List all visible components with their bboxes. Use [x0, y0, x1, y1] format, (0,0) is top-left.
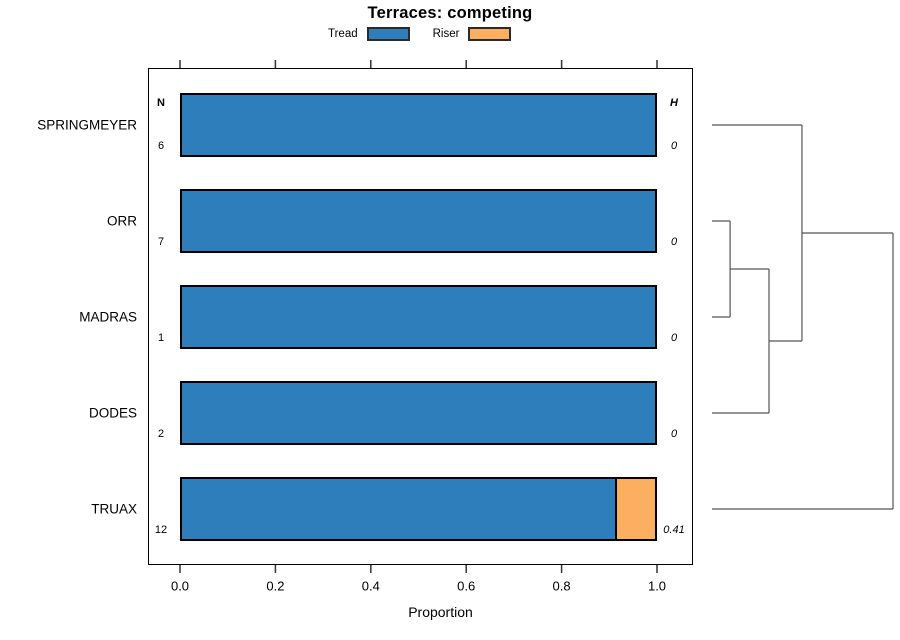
bar-row [180, 381, 657, 445]
n-column-header: N [157, 97, 165, 109]
category-label: TRUAX [91, 501, 137, 517]
h-value: 0 [670, 140, 678, 152]
tread-segment [180, 285, 657, 349]
tread-swatch [366, 27, 410, 41]
bar-row [180, 477, 657, 541]
h-value: 0 [670, 428, 678, 440]
h-value: 0 [670, 236, 678, 248]
x-axis-tick-label: 0.6 [457, 578, 476, 594]
tread-segment [180, 189, 657, 253]
x-axis-tick-label: 1.0 [647, 578, 667, 594]
x-axis-tick-label: 0.0 [170, 578, 190, 594]
n-value: 7 [157, 236, 165, 248]
bar-row [180, 189, 657, 253]
tread-segment [180, 381, 657, 445]
tread-segment [180, 93, 657, 157]
tread-segment [180, 477, 617, 541]
n-value: 2 [157, 428, 165, 440]
category-label: SPRINGMEYER [37, 117, 137, 133]
h-value: 0 [670, 332, 678, 344]
legend: Tread Riser [328, 25, 512, 43]
bar-row [180, 285, 657, 349]
legend-label-tread: Tread [328, 28, 358, 40]
legend-label-riser: Riser [432, 28, 460, 40]
riser-swatch [468, 27, 512, 41]
x-axis-tick-label: 0.8 [552, 578, 571, 594]
x-axis-label: Proportion [408, 604, 473, 620]
bar-row [180, 93, 657, 157]
plot-area [148, 68, 693, 565]
n-value: 12 [154, 524, 168, 536]
chart-title: Terraces: competing [367, 4, 533, 22]
h-column-header: H [670, 97, 678, 109]
x-axis-tick-label: 0.4 [361, 578, 380, 594]
category-label: DODES [88, 405, 137, 421]
x-axis-tick-label: 0.2 [266, 578, 285, 594]
n-value: 6 [157, 140, 165, 152]
h-value: 0.41 [663, 524, 685, 536]
category-label: MADRAS [79, 309, 137, 325]
category-label: ORR [107, 213, 137, 229]
riser-segment [615, 477, 657, 541]
n-value: 1 [157, 332, 165, 344]
